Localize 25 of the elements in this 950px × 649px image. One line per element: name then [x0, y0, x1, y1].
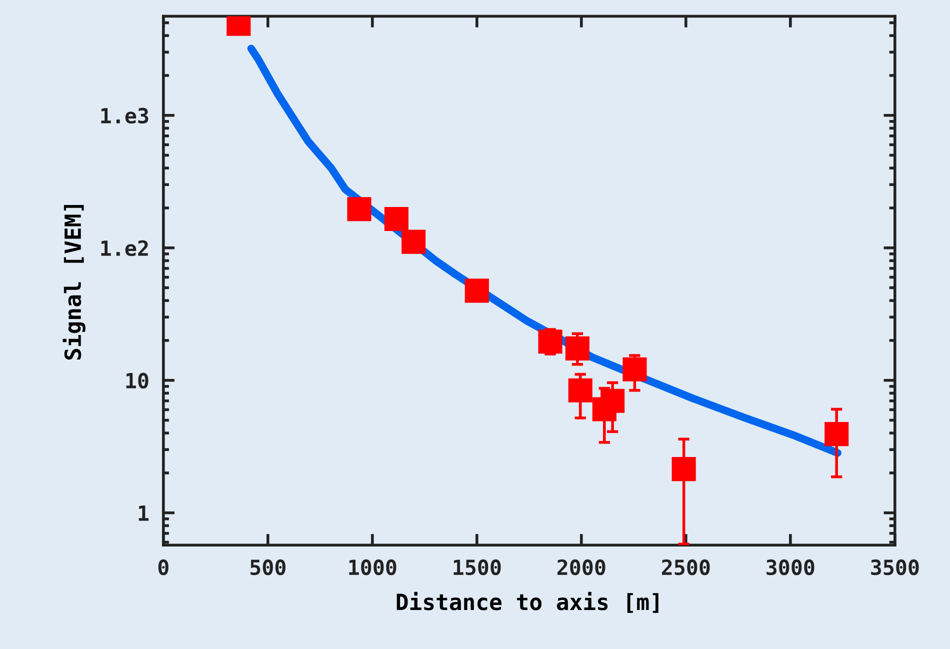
y-tick-label: 1: [138, 506, 149, 521]
point: [538, 330, 562, 354]
y-tick-label: 10: [126, 372, 148, 389]
y-tick-label: 1.e2: [101, 240, 148, 256]
point: [568, 378, 592, 402]
x-tick-label: 500: [250, 559, 286, 576]
point: [347, 197, 372, 222]
x-tick-label: 2500: [662, 559, 710, 576]
y-axis-title: Signal [VEM]: [62, 204, 86, 360]
point: [384, 206, 408, 232]
x-tick-label: 1000: [349, 559, 396, 576]
point: [622, 357, 647, 382]
point: [402, 230, 426, 254]
x-tick-label: 2000: [557, 559, 606, 576]
x-tick-label: 1500: [454, 559, 501, 576]
point: [672, 457, 696, 482]
x-tick-label: 0: [158, 559, 168, 576]
x-tick-label: 3500: [871, 559, 919, 576]
point: [565, 336, 590, 360]
point: [600, 388, 625, 413]
x-tick-label: 3000: [766, 559, 814, 576]
point: [464, 278, 489, 303]
point: [824, 422, 849, 446]
y-tick-label: 1.e3: [101, 108, 148, 124]
x-axis-title: Distance to axis [m]: [396, 592, 658, 613]
